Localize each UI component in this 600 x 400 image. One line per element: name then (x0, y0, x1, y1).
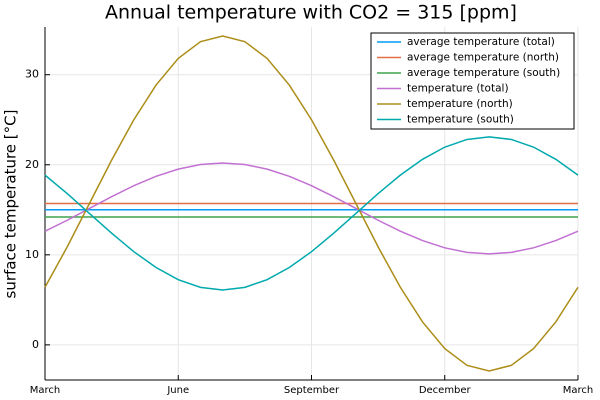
legend-label: average temperature (north) (407, 52, 559, 64)
legend-label: temperature (south) (407, 114, 514, 126)
legend-label: temperature (total) (407, 83, 509, 95)
chart-title: Annual temperature with CO2 = 315 [ppm] (105, 2, 517, 24)
y-tick-label: 30 (25, 68, 39, 81)
legend-box (370, 32, 575, 130)
series-line (44, 35, 579, 372)
y-tick-label: 20 (25, 158, 39, 171)
y-tick-label: 0 (32, 338, 39, 351)
series-line (44, 136, 579, 291)
legend-label: average temperature (total) (407, 36, 555, 48)
x-tick-label: September (284, 385, 340, 396)
x-tick-label: March (30, 385, 60, 396)
x-tick-label: March (563, 385, 593, 396)
x-tick-label: June (166, 385, 189, 396)
x-tick-label: December (419, 385, 472, 396)
series-line (44, 162, 579, 255)
y-tick-label: 10 (25, 248, 39, 261)
y-axis-label: surface temperature [°C] (2, 110, 20, 299)
legend-label: average temperature (south) (407, 67, 560, 79)
legend-label: temperature (north) (407, 98, 513, 110)
